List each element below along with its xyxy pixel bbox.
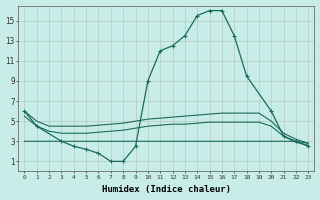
X-axis label: Humidex (Indice chaleur): Humidex (Indice chaleur) <box>102 185 231 194</box>
